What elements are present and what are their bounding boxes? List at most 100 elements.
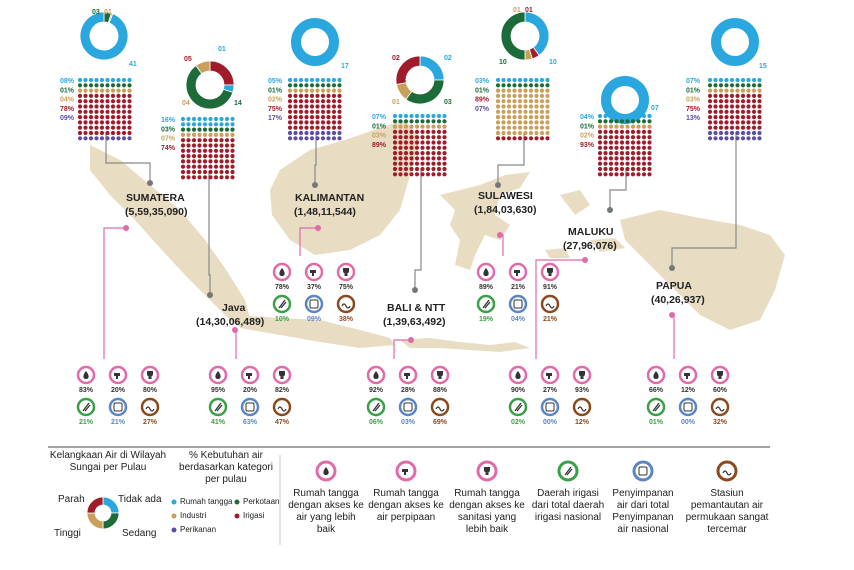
sector-dot — [298, 130, 304, 136]
sector-dot — [641, 161, 647, 166]
sector-dot — [636, 135, 641, 140]
sector-dot — [625, 124, 630, 129]
sector-dot — [293, 88, 298, 93]
sector-dot — [127, 88, 132, 93]
sector-dot — [127, 130, 132, 136]
donut-value-label: 10 — [499, 59, 507, 66]
toilet-icon — [717, 371, 723, 379]
sector-dot — [392, 145, 398, 150]
faucet-icon — [114, 373, 120, 379]
sector-dot — [641, 156, 647, 161]
legend-indicator-4: Penyimpanan air dari total Penyimpanan a… — [612, 488, 674, 535]
sector-dot — [740, 109, 746, 114]
sector-dot — [213, 164, 219, 169]
indicator-value-rt_air_lebih_baik: 83% — [79, 387, 94, 394]
sector-dot — [99, 93, 105, 98]
sector-dot — [630, 124, 636, 129]
sector-dot — [88, 125, 94, 130]
donut-segment — [195, 60, 211, 75]
sector-dot — [219, 159, 224, 164]
sector-dot — [630, 161, 636, 166]
sector-dot — [197, 159, 202, 164]
legend-scarcity-title: Kelangkaan Air di Wilayah Sungai per Pul… — [49, 450, 167, 473]
sector-dot — [105, 93, 110, 98]
sector-dot — [191, 138, 197, 143]
indicator-value-rt_air_lebih_baik: 90% — [511, 387, 526, 394]
faucet-icon — [404, 373, 410, 379]
sector-dot — [99, 130, 105, 136]
sector-dot — [287, 83, 293, 88]
sector-dot — [326, 104, 331, 109]
sector-dot — [180, 164, 186, 169]
toilet-icon — [484, 467, 490, 475]
sector-dot — [180, 127, 186, 132]
sector-dot — [186, 154, 191, 159]
sector-dot — [614, 113, 619, 119]
sector-dot — [403, 135, 409, 140]
sector-dot — [88, 115, 94, 120]
sector-dot — [337, 88, 342, 93]
sector-dot — [94, 99, 99, 104]
sector-dot — [534, 120, 539, 125]
sector-dot — [442, 151, 447, 156]
sector-dot — [110, 77, 116, 83]
indicator-value-rt_perpipaan: 27% — [543, 387, 558, 394]
sector-dot — [707, 99, 713, 104]
sector-dot — [501, 77, 506, 83]
sector-dot — [414, 113, 420, 119]
water-drop-icon — [483, 268, 489, 276]
toilet-icon — [279, 371, 285, 379]
sector-dot — [304, 120, 309, 125]
sector-dot — [224, 138, 230, 143]
sector-dot — [293, 115, 298, 120]
sector-dot — [724, 109, 729, 114]
sector-pct-papua: 75% — [686, 106, 701, 113]
indicator-anchor-bali_ntt — [408, 337, 414, 343]
sector-dot — [414, 145, 420, 150]
donut-value-label: 07 — [651, 105, 659, 112]
sector-dot — [746, 99, 751, 104]
sector-dot — [420, 172, 425, 177]
sector-dot — [539, 77, 545, 83]
sector-dot — [420, 129, 425, 134]
indicator-group-java: 95% 20% 82% 41% 63% 47% — [208, 365, 292, 426]
sector-dot — [597, 166, 603, 172]
sector-dot — [619, 140, 625, 145]
sector-dot — [545, 104, 550, 109]
donut-value-label: 01 — [392, 99, 400, 106]
sector-pct-sulawesi: 03% — [475, 78, 490, 85]
sector-dot — [414, 140, 420, 145]
sector-dot — [528, 109, 534, 114]
sector-dot — [116, 77, 121, 83]
sector-dot — [213, 159, 219, 164]
sector-dot — [545, 136, 550, 141]
sector-dot — [425, 151, 431, 156]
indicator-value-daerah_irigasi: 19% — [479, 316, 494, 323]
sector-dot — [180, 138, 186, 143]
sector-dot — [213, 175, 219, 180]
sector-dot — [501, 83, 506, 88]
sector-dot — [534, 104, 539, 109]
sector-dot — [180, 122, 186, 127]
sector-dot — [608, 129, 614, 134]
sector-dot — [304, 115, 309, 120]
sector-dot — [735, 88, 740, 93]
sector-dot — [287, 120, 293, 125]
sector-dot — [707, 120, 713, 125]
sector-dot — [224, 175, 230, 180]
sector-dot — [713, 104, 718, 109]
sector-dot — [647, 124, 652, 129]
indicator-value-rt_perpipaan: 28% — [401, 387, 416, 394]
indicator-value-rt_sanitasi: 93% — [575, 387, 590, 394]
sector-dot — [94, 120, 99, 125]
sector-dot — [180, 116, 186, 122]
sector-pct-papua: 07% — [686, 78, 701, 85]
sector-dot — [94, 115, 99, 120]
sector-dot — [724, 99, 729, 104]
sector-dot — [77, 77, 83, 83]
sector-dot — [298, 136, 304, 141]
sector-dot — [512, 93, 517, 98]
sector-dot — [442, 113, 447, 119]
sector-dot — [625, 172, 630, 177]
sector-dot — [495, 83, 501, 88]
